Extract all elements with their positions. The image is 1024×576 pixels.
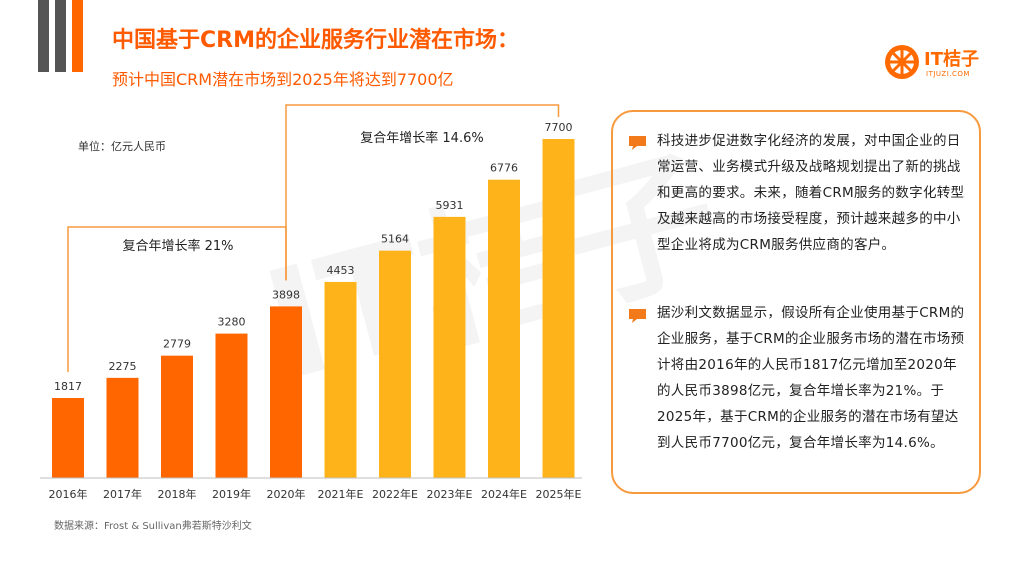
x-tick-label: 2022年E [372,487,418,501]
data-label: 4453 [327,264,355,277]
commentary-paragraph-2: 据沙利文数据显示，假设所有企业使用基于CRM的企业服务，基于CRM的企业服务市场… [657,305,965,451]
orange-slice-icon [885,45,919,79]
page-title: 中国基于CRM的企业服务行业潜在市场： [112,28,519,53]
x-tick-label: 2021年E [318,487,364,501]
bar-2019年 [215,333,248,478]
page-subtitle: 预计中国CRM潜在市场到2025年将达到7700亿 [112,70,454,89]
x-tick-label: 2024年E [481,487,527,501]
data-label: 5931 [436,199,464,212]
x-tick-label: 2018年 [158,487,197,501]
brand-logo: IT桔子 ITJUZI.COM [884,44,1004,84]
x-tick-label: 2025年E [536,487,582,501]
x-tick-label: 2020年 [267,487,306,501]
data-label: 2779 [163,338,191,351]
cagr-label-21: 复合年增长率 21% [122,238,233,254]
data-label: 2275 [109,360,137,373]
bar-2023年E [433,216,466,478]
x-tick-label: 2023年E [427,487,473,501]
bar-2017年 [106,377,139,478]
cagr-bracket-2020-2025 [285,104,560,281]
data-label: 1817 [54,380,82,393]
bar-2016年 [52,398,84,478]
data-label: 6776 [490,162,518,175]
bar-2022年E [379,250,411,478]
commentary-panel: 科技进步促进数字化经济的发展，对中国企业的日常运营、业务模式升级及战略规划提出了… [611,110,981,494]
speech-bubble-icon [629,136,646,150]
bar-chart: 1817 2016年 2275 2017年 2779 2018年 3280 2019年 3898… [40,104,582,501]
data-source: 数据来源：Frost & Sullivan弗若斯特沙利文 [54,521,252,532]
x-tick-label: 2019年 [212,487,251,501]
commentary-paragraph-1: 科技进步促进数字化经济的发展，对中国企业的日常运营、业务模式升级及战略规划提出了… [657,133,965,253]
decor-stripe-3 [72,0,83,72]
logo-subtext: ITJUZI.COM [926,70,970,78]
data-label: 5164 [381,233,409,246]
bar-2020年 [270,306,302,478]
data-label: 3898 [272,288,300,301]
data-label: 3280 [218,316,246,329]
unit-label: 单位：亿元人民币 [78,140,166,153]
decor-stripe-1 [38,0,49,72]
decor-stripe-2 [55,0,66,72]
data-label: 7700 [545,121,573,134]
bar-2021年E [324,281,357,478]
x-tick-label: 2017年 [103,487,142,501]
speech-bubble-icon [629,309,646,323]
cagr-label-14-6: 复合年增长率 14.6% [360,130,483,146]
logo-text: IT桔子 [924,49,979,70]
bar-2025年E [542,139,575,478]
bar-2024年E [488,179,520,478]
bar-2018年 [161,355,193,478]
x-tick-label: 2016年 [49,487,88,501]
